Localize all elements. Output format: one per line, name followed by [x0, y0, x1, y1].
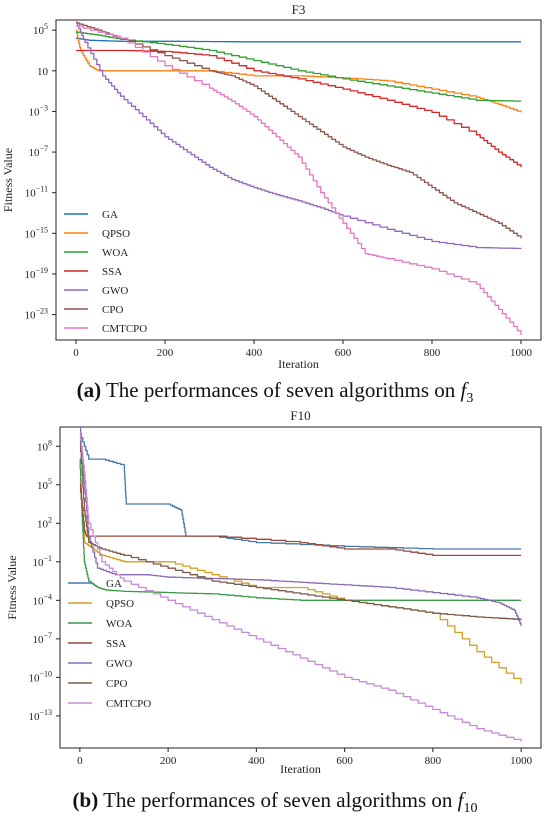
x-tick-label: 600 [336, 755, 353, 767]
caption-a-sub: 3 [466, 391, 474, 407]
x-tick-label: 800 [424, 347, 441, 359]
legend-label-ssa: SSA [106, 638, 126, 650]
legend-label-cpo: CPO [102, 304, 123, 316]
legend-label-woa: WOA [102, 247, 128, 259]
y-tick-label: 10−7 [28, 144, 48, 159]
legend-label-qpso: QPSO [106, 598, 134, 610]
x-tick-label: 200 [157, 347, 174, 359]
caption-a: (a) The performances of seven algorithms… [0, 378, 550, 407]
legend-label-gwo: GWO [106, 658, 132, 670]
series-group [79, 427, 522, 742]
series-line-cmtcpo [79, 432, 522, 742]
y-axis-label: Fitness Value [5, 555, 19, 619]
series-line-ga [76, 37, 521, 43]
y-tick-label: 10−15 [24, 225, 48, 240]
series-line-woa [79, 458, 522, 601]
plot-frame [55, 19, 542, 341]
y-tick-label: 102 [37, 515, 52, 530]
chart-title: F3 [292, 2, 306, 17]
y-tick-label: 10 [37, 66, 49, 78]
x-tick-label: 200 [160, 755, 177, 767]
legend-label-cmtcpo: CMTCPO [102, 323, 147, 335]
x-tick-label: 0 [77, 755, 83, 767]
x-tick-label: 400 [248, 755, 265, 767]
y-tick-label: 10−4 [32, 592, 52, 607]
y-tick-label: 105 [33, 22, 48, 37]
series-line-ssa [76, 49, 522, 168]
x-tick-label: 400 [246, 347, 263, 359]
y-tick-label: 10−13 [28, 708, 52, 723]
series-line-woa [76, 31, 522, 102]
chart-f3: F3 0 200 400 600 800 1000 Iteration 105 10 10−3 10−… [1, 2, 542, 371]
series-line-qpso [79, 477, 522, 684]
series-line-gwo [79, 427, 522, 626]
caption-b-sub: 10 [463, 801, 478, 817]
caption-b-label: (b) [72, 788, 99, 812]
x-tick-label: 600 [335, 347, 352, 359]
y-tick-label: 10−11 [25, 185, 48, 200]
caption-a-text: The performances of seven algorithms on [105, 378, 456, 402]
series-line-gwo [76, 21, 522, 250]
caption-a-math: f [460, 378, 467, 402]
series-line-qpso [76, 29, 522, 113]
plot-frame [59, 426, 542, 749]
series-line-cpo [76, 22, 522, 239]
x-axis-label: Iteration [278, 357, 319, 371]
series-line-ssa [79, 484, 522, 557]
chart-title: F10 [290, 408, 310, 423]
x-tick-label: 800 [425, 755, 442, 767]
legend-label-cmtcpo: CMTCPO [106, 698, 151, 710]
y-tick-label: 10−1 [32, 554, 52, 569]
chart-f10: F10 0 200 400 600 800 1000 Iteration 108 105 102 10… [5, 408, 542, 776]
caption-a-label: (a) [76, 378, 102, 402]
legend-label-gwo: GWO [102, 285, 128, 297]
series-line-ga [79, 432, 522, 550]
series-group [76, 21, 522, 335]
legend-label-qpso: QPSO [102, 228, 130, 240]
caption-b-text: The performances of seven algorithms on [103, 788, 453, 812]
x-tick-label: 1000 [510, 755, 533, 767]
legend-label-cpo: CPO [106, 678, 127, 690]
y-tick-label: 10−3 [28, 103, 48, 118]
x-tick-label: 0 [73, 347, 79, 359]
x-tick-label: 1000 [510, 347, 533, 359]
y-axis-label: Fitness Value [1, 148, 15, 212]
legend-label-ssa: SSA [102, 266, 122, 278]
caption-b-math: f [457, 788, 464, 812]
y-tick-label: 10−10 [28, 669, 52, 684]
y-tick-label: 10−19 [24, 266, 48, 281]
y-tick-label: 10−23 [24, 307, 48, 322]
series-line-cmtcpo [76, 25, 522, 335]
series-line-cpo [79, 439, 522, 620]
legend-label-ga: GA [106, 578, 122, 590]
legend-label-woa: WOA [106, 618, 132, 630]
y-tick-label: 10−7 [32, 631, 52, 646]
legend-label-ga: GA [102, 209, 118, 221]
caption-b: (b) The performances of seven algorithms… [0, 788, 550, 817]
x-axis-label: Iteration [280, 762, 321, 776]
y-tick-label: 108 [37, 438, 52, 453]
y-tick-label: 105 [37, 477, 52, 492]
